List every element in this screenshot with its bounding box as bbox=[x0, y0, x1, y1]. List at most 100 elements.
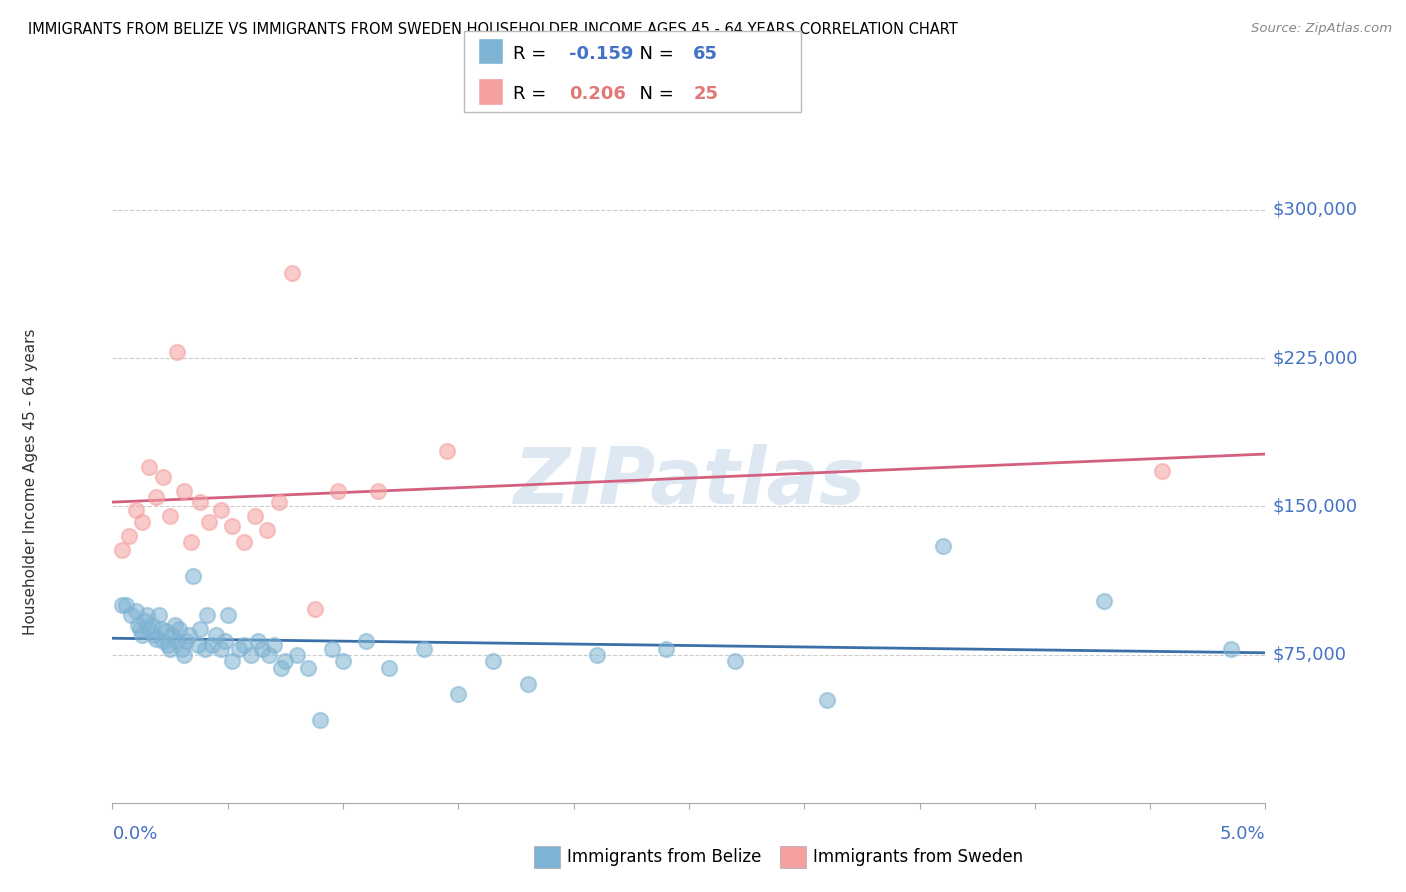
Point bbox=[214, 633, 236, 648]
Point bbox=[274, 653, 297, 667]
Text: 0.206: 0.206 bbox=[569, 85, 626, 103]
Text: 0.0%: 0.0% bbox=[112, 825, 157, 843]
Point bbox=[309, 713, 332, 727]
Text: $225,000: $225,000 bbox=[1272, 349, 1358, 368]
Point bbox=[209, 641, 232, 656]
Point bbox=[181, 568, 204, 582]
Point bbox=[117, 529, 139, 543]
Point bbox=[180, 535, 202, 549]
Point bbox=[655, 641, 678, 656]
Point bbox=[124, 604, 146, 618]
Point bbox=[221, 519, 243, 533]
Point bbox=[156, 638, 179, 652]
Point bbox=[354, 633, 377, 648]
Point bbox=[482, 653, 505, 667]
Point bbox=[188, 495, 211, 509]
Text: R =: R = bbox=[513, 45, 553, 62]
Point bbox=[198, 515, 221, 529]
Point bbox=[1092, 594, 1115, 608]
Point bbox=[246, 633, 269, 648]
Point bbox=[239, 648, 262, 662]
Point bbox=[1219, 641, 1241, 656]
Point bbox=[252, 641, 274, 656]
Point bbox=[166, 345, 188, 359]
Point bbox=[159, 509, 181, 524]
Point bbox=[120, 608, 142, 623]
Point bbox=[436, 444, 458, 458]
Point bbox=[217, 608, 239, 623]
Point bbox=[152, 633, 174, 648]
Point bbox=[143, 628, 166, 642]
Point bbox=[245, 509, 267, 524]
Point bbox=[124, 503, 146, 517]
Point bbox=[232, 535, 254, 549]
Point bbox=[169, 622, 191, 636]
Point bbox=[412, 641, 434, 656]
Point bbox=[285, 648, 308, 662]
Point bbox=[585, 648, 607, 662]
Point bbox=[131, 628, 153, 642]
Point bbox=[263, 638, 285, 652]
Text: IMMIGRANTS FROM BELIZE VS IMMIGRANTS FROM SWEDEN HOUSEHOLDER INCOME AGES 45 - 64: IMMIGRANTS FROM BELIZE VS IMMIGRANTS FRO… bbox=[28, 22, 957, 37]
Text: N =: N = bbox=[628, 85, 681, 103]
Point bbox=[131, 515, 153, 529]
Point bbox=[149, 622, 172, 636]
Point bbox=[115, 598, 138, 612]
Point bbox=[173, 648, 195, 662]
Point bbox=[304, 602, 326, 616]
Point bbox=[297, 661, 319, 675]
Point bbox=[163, 618, 186, 632]
Point bbox=[145, 490, 167, 504]
Point bbox=[141, 618, 163, 632]
Point bbox=[281, 266, 304, 280]
Point bbox=[148, 608, 170, 623]
Point bbox=[177, 628, 200, 642]
Point bbox=[328, 483, 350, 498]
Point bbox=[174, 633, 197, 648]
Text: Source: ZipAtlas.com: Source: ZipAtlas.com bbox=[1251, 22, 1392, 36]
Point bbox=[134, 614, 156, 628]
Point bbox=[228, 641, 250, 656]
Point bbox=[815, 693, 838, 707]
Point bbox=[221, 653, 243, 667]
Point bbox=[270, 661, 292, 675]
Text: 65: 65 bbox=[693, 45, 718, 62]
Text: N =: N = bbox=[628, 45, 681, 62]
Point bbox=[259, 648, 281, 662]
Point bbox=[194, 641, 217, 656]
Point bbox=[205, 628, 228, 642]
Point bbox=[931, 539, 953, 553]
Text: $300,000: $300,000 bbox=[1272, 201, 1357, 219]
Point bbox=[321, 641, 343, 656]
Point bbox=[195, 608, 218, 623]
Point bbox=[232, 638, 254, 652]
Text: $150,000: $150,000 bbox=[1272, 498, 1358, 516]
Text: -0.159: -0.159 bbox=[569, 45, 634, 62]
Point bbox=[256, 523, 278, 537]
Point bbox=[201, 638, 224, 652]
Point bbox=[173, 483, 195, 498]
Text: R =: R = bbox=[513, 85, 553, 103]
Point bbox=[378, 661, 401, 675]
Point bbox=[145, 632, 167, 646]
Point bbox=[267, 495, 290, 509]
Text: Immigrants from Belize: Immigrants from Belize bbox=[567, 848, 761, 866]
Point bbox=[111, 598, 134, 612]
Point bbox=[1150, 464, 1173, 478]
Text: 25: 25 bbox=[693, 85, 718, 103]
Text: $75,000: $75,000 bbox=[1272, 646, 1347, 664]
Point bbox=[516, 677, 538, 691]
Text: Immigrants from Sweden: Immigrants from Sweden bbox=[813, 848, 1022, 866]
Point bbox=[187, 638, 209, 652]
Point bbox=[724, 653, 747, 667]
Point bbox=[332, 653, 354, 667]
Point bbox=[138, 622, 160, 636]
Text: Householder Income Ages 45 - 64 years: Householder Income Ages 45 - 64 years bbox=[24, 328, 38, 635]
Point bbox=[447, 687, 470, 701]
Point bbox=[129, 622, 152, 636]
Point bbox=[136, 608, 159, 623]
Point bbox=[155, 624, 177, 638]
Point bbox=[138, 459, 160, 474]
Point bbox=[166, 633, 188, 648]
Point bbox=[209, 503, 232, 517]
